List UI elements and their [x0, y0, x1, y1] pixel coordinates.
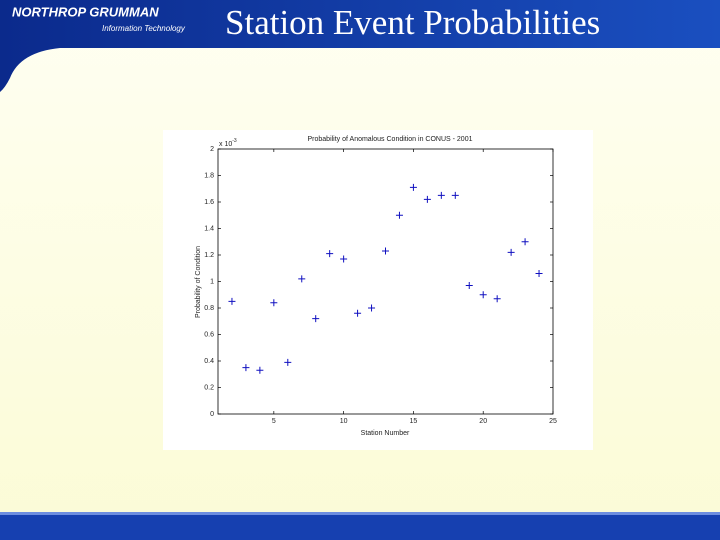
y-tick-label: 0: [210, 411, 214, 418]
logo-name: NORTHROP GRUMMAN: [12, 4, 159, 19]
data-point: [409, 183, 417, 191]
header-band: [0, 0, 720, 92]
data-point: [228, 297, 236, 305]
data-point: [354, 309, 362, 317]
data-point: [326, 250, 334, 258]
x-tick-label: 20: [479, 418, 487, 425]
slide-title: Station Event Probabilities: [225, 3, 600, 42]
y-axis-label: Probability of Condition: [195, 246, 202, 318]
data-point: [312, 315, 320, 323]
x-tick-label: 10: [340, 418, 348, 425]
data-point: [382, 247, 389, 255]
y-tick-label: 0.6: [204, 331, 214, 338]
y-tick-label: 0.2: [204, 384, 214, 391]
data-point: [507, 248, 515, 256]
y-tick-label: 1.2: [204, 252, 214, 259]
x-tick-label: 25: [549, 418, 557, 425]
data-point: [451, 191, 459, 199]
plot-frame: [217, 148, 554, 415]
chart-title: Probability of Anomalous Condition in CO…: [308, 136, 473, 143]
data-point: [521, 238, 529, 246]
y-tick-label: 1.6: [204, 199, 214, 206]
y-tick-label: 0.8: [204, 305, 214, 312]
data-point: [395, 211, 403, 219]
data-point: [368, 304, 376, 312]
data-point: [284, 358, 292, 366]
y-multiplier-base: x 10: [219, 141, 232, 148]
y-multiplier-exponent: -3: [232, 138, 237, 144]
data-point: [340, 255, 348, 263]
footer-band: [0, 512, 720, 540]
data-point: [493, 295, 501, 303]
x-tick-label: 5: [272, 418, 276, 425]
y-tick-label: 1.8: [204, 172, 214, 179]
y-tick-label: 1: [210, 278, 214, 285]
data-point: [423, 195, 431, 203]
y-tick-label: 1.4: [204, 225, 214, 232]
y-tick-label: 0.4: [204, 358, 214, 365]
data-point: [298, 275, 306, 283]
data-point: [437, 191, 445, 199]
footer-edge: [0, 512, 720, 515]
data-point: [535, 270, 543, 278]
x-tick-label: 15: [410, 418, 418, 425]
logo-division: Information Technology: [102, 24, 186, 33]
data-point: [465, 281, 473, 289]
chart-background: [163, 130, 593, 450]
x-axis-label: Station Number: [361, 430, 410, 437]
data-point: [479, 291, 487, 299]
y-tick-label: 2: [210, 146, 214, 153]
data-point: [256, 366, 264, 374]
data-point: [270, 299, 278, 307]
data-point: [242, 364, 250, 372]
y-multiplier: x 10-3: [219, 138, 237, 148]
